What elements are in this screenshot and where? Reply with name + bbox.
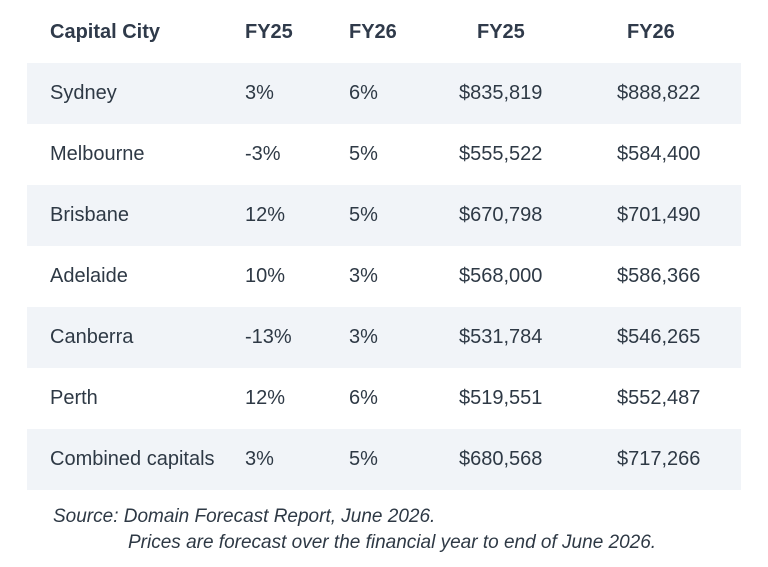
cell-city: Perth	[50, 387, 98, 409]
cell-fy25-growth: 3%	[245, 448, 274, 470]
cell-fy26-growth: 3%	[349, 265, 378, 287]
cell-fy26-growth: 5%	[349, 448, 378, 470]
cell-fy25-price: $835,819	[459, 82, 543, 104]
header-fy26-price: FY26	[627, 21, 675, 43]
header-fy26-growth: FY26	[349, 21, 397, 43]
cell-fy26-growth: 5%	[349, 204, 378, 226]
cell-fy26-price: $701,490	[617, 204, 701, 226]
cell-fy26-growth: 5%	[349, 143, 378, 165]
footnote-note: Prices are forecast over the financial y…	[128, 532, 657, 553]
table-row: Canberra -13% 3% $531,784 $546,265	[27, 307, 741, 368]
cell-fy26-price: $584,400	[617, 143, 701, 165]
header-capital-city: Capital City	[50, 21, 161, 43]
table-row: Sydney 3% 6% $835,819 $888,822	[27, 63, 741, 124]
cell-fy25-price: $555,522	[459, 143, 543, 165]
cell-fy25-price: $519,551	[459, 387, 543, 409]
cell-fy25-growth: 3%	[245, 82, 274, 104]
cell-fy25-growth: 10%	[245, 265, 286, 287]
cell-city: Brisbane	[50, 204, 129, 226]
forecast-table: Capital City FY25 FY26 FY25 FY26 Sydney …	[27, 0, 741, 490]
cell-city: Sydney	[50, 82, 117, 104]
cell-city: Adelaide	[50, 265, 128, 287]
cell-fy26-growth: 6%	[349, 82, 378, 104]
cell-fy25-growth: -3%	[245, 143, 281, 165]
header-fy25-price: FY25	[477, 21, 525, 43]
cell-fy25-price: $680,568	[459, 448, 543, 470]
cell-city: Melbourne	[50, 143, 145, 165]
cell-fy26-price: $586,366	[617, 265, 701, 287]
cell-fy26-price: $717,266	[617, 448, 701, 470]
cell-fy25-price: $568,000	[459, 265, 543, 287]
table-row: Melbourne -3% 5% $555,522 $584,400	[27, 124, 741, 185]
table-row: Adelaide 10% 3% $568,000 $586,366	[27, 246, 741, 307]
forecast-table-container: Capital City FY25 FY26 FY25 FY26 Sydney …	[27, 0, 741, 490]
cell-fy26-growth: 6%	[349, 387, 378, 409]
cell-fy26-price: $552,487	[617, 387, 701, 409]
cell-fy26-growth: 3%	[349, 326, 378, 348]
table-header: Capital City FY25 FY26 FY25 FY26	[27, 0, 741, 63]
cell-fy25-price: $531,784	[459, 326, 543, 348]
header-row: Capital City FY25 FY26 FY25 FY26	[27, 0, 741, 63]
cell-fy25-price: $670,798	[459, 204, 543, 226]
table-row: Perth 12% 6% $519,551 $552,487	[27, 368, 741, 429]
cell-fy25-growth: 12%	[245, 387, 286, 409]
cell-fy25-growth: -13%	[245, 326, 292, 348]
footnote-source: Source: Domain Forecast Report, June 202…	[53, 506, 436, 527]
cell-city: Combined capitals	[50, 448, 215, 470]
cell-fy26-price: $546,265	[617, 326, 701, 348]
table-body: Sydney 3% 6% $835,819 $888,822 Melbourne…	[27, 63, 741, 490]
table-row: Combined capitals 3% 5% $680,568 $717,26…	[27, 429, 741, 490]
header-fy25-growth: FY25	[245, 21, 293, 43]
footnote: Source: Domain Forecast Report, June 202…	[53, 504, 656, 556]
table-row: Brisbane 12% 5% $670,798 $701,490	[27, 185, 741, 246]
cell-city: Canberra	[50, 326, 134, 348]
cell-fy25-growth: 12%	[245, 204, 286, 226]
cell-fy26-price: $888,822	[617, 82, 701, 104]
